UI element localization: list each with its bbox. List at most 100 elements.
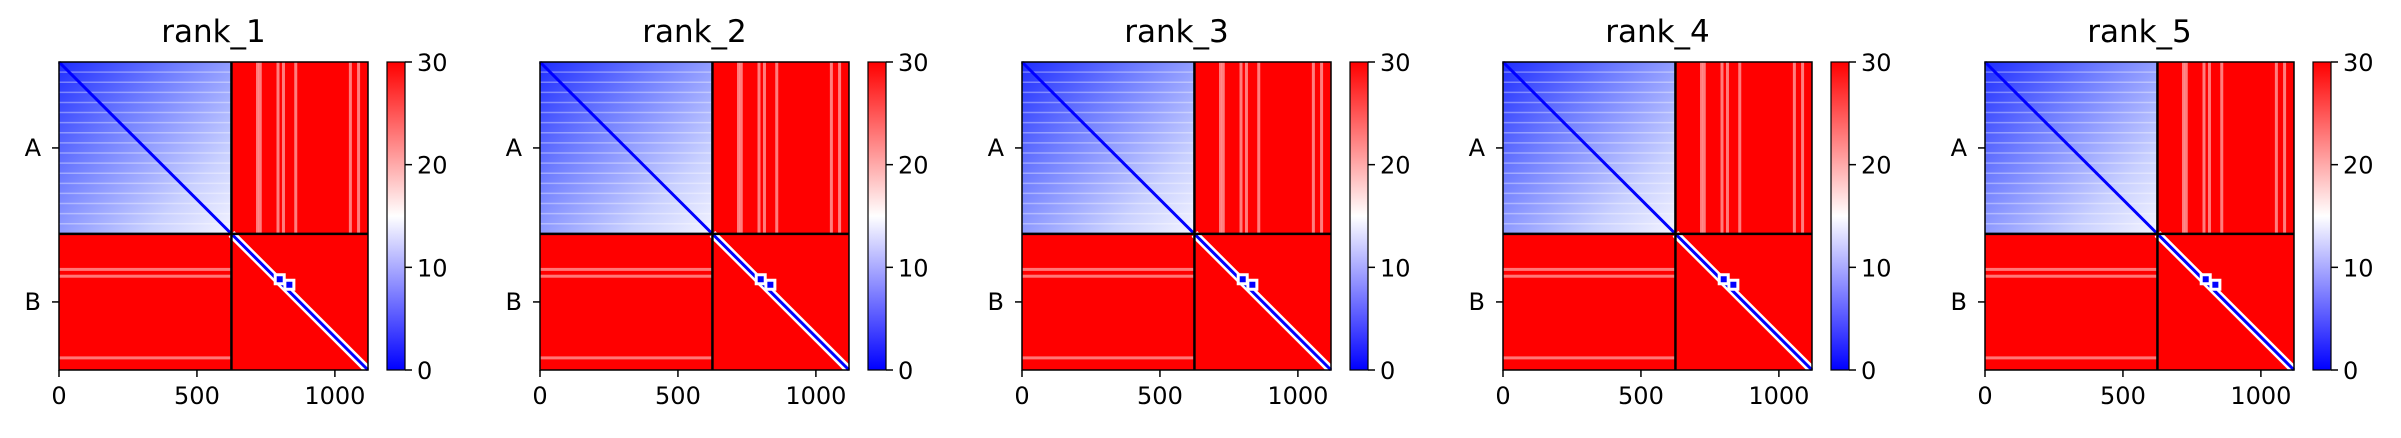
block-ba-streak — [59, 274, 232, 278]
block-ba-streak — [1985, 274, 2158, 278]
block-ab-streak — [1219, 62, 1223, 234]
panel-title: rank_2 — [642, 14, 747, 50]
plot-frame — [1502, 61, 1813, 371]
block-ab-streak — [1244, 62, 1248, 234]
block-ab-streak — [1320, 62, 1324, 234]
colorbar: 0 10 20 30 — [1349, 49, 1411, 385]
block-ab-streak — [357, 62, 361, 234]
colorbar-gradient — [2312, 61, 2332, 371]
colorbar-gradient — [867, 61, 887, 371]
diagonal-bb — [2156, 232, 2296, 372]
colorbar-tick-label: 20 — [417, 152, 448, 180]
y-tick-label: B — [1951, 288, 1967, 316]
x-tick-label: 500 — [1618, 382, 1664, 410]
y-tick-label: B — [1469, 288, 1485, 316]
colorbar: 0 10 20 30 — [2312, 49, 2374, 385]
diagonal-aa — [538, 60, 714, 235]
colorbar-tick-label: 10 — [898, 254, 929, 282]
colorbar-tick-label: 20 — [1380, 152, 1411, 180]
block-ab-streak — [1702, 62, 1706, 234]
colorbar-tick-label: 0 — [1861, 357, 1876, 385]
y-tick-label: B — [25, 288, 41, 316]
x-tick-label: 1000 — [785, 382, 846, 410]
colorbar-tick-label: 30 — [1861, 49, 1892, 77]
y-tick-label: A — [506, 134, 523, 162]
block-ab-streak — [294, 62, 298, 234]
block-ab-streak — [1725, 62, 1729, 234]
panel-title: rank_4 — [1605, 14, 1710, 50]
diagonal-bb — [711, 232, 851, 372]
diagonal-aa — [57, 60, 233, 235]
block-ab-streak — [838, 62, 842, 234]
colorbar-tick-label: 30 — [417, 49, 448, 77]
block-ab-streak — [2207, 62, 2211, 234]
x-tick-label: 1000 — [304, 382, 365, 410]
colorbar-tick-label: 10 — [2343, 254, 2374, 282]
block-ab-streak — [829, 62, 833, 234]
block-ba-streak — [1985, 267, 2158, 271]
block-ab-streak — [256, 62, 260, 234]
block-ab-streak — [1720, 62, 1724, 234]
y-tick-label: A — [25, 134, 42, 162]
x-tick-label: 1000 — [2230, 382, 2291, 410]
cluster-point — [1249, 281, 1256, 288]
colorbar-tick-label: 30 — [1380, 49, 1411, 77]
block-ba-streak — [1022, 267, 1195, 271]
colorbar: 0 10 20 30 — [386, 49, 448, 385]
diagonal-bb — [1674, 232, 1814, 372]
block-ab-streak — [757, 62, 761, 234]
block-ba-streak — [540, 267, 713, 271]
x-tick-label: 500 — [1137, 382, 1183, 410]
colorbar: 0 10 20 30 — [1830, 49, 1892, 385]
block-ab-streak — [739, 62, 743, 234]
block-ba-streak — [59, 356, 232, 360]
block-ab-streak — [737, 62, 741, 234]
diagonal-aa — [1020, 60, 1196, 235]
block-ba-streak — [1985, 356, 2158, 360]
block-ab-streak — [2220, 62, 2224, 234]
block-ab-streak — [1221, 62, 1225, 234]
block-ab-streak — [1801, 62, 1805, 234]
cluster-point — [2202, 276, 2209, 283]
panel-title: rank_3 — [1124, 14, 1229, 50]
colorbar-gradient — [386, 61, 406, 371]
block-ba-streak — [540, 356, 713, 360]
x-tick-label: 0 — [51, 382, 66, 410]
x-tick-label: 0 — [1014, 382, 1029, 410]
colorbar-tick-label: 20 — [1861, 152, 1892, 180]
block-ab-streak — [276, 62, 280, 234]
subplot-1: rank_1 0 500 1000 A B 0 10 20 30 — [25, 14, 448, 410]
colorbar-tick-label: 10 — [1380, 254, 1411, 282]
block-ab-streak — [775, 62, 779, 234]
block-ab-streak — [1700, 62, 1704, 234]
colorbar-gradient — [1349, 61, 1369, 371]
plot-frame — [1021, 61, 1332, 371]
cluster-point — [1720, 276, 1727, 283]
diagonal-aa — [1983, 60, 2159, 235]
subplot-5: rank_5 0 500 1000 A B 0 10 20 30 — [1951, 14, 2374, 410]
colorbar: 0 10 20 30 — [867, 49, 929, 385]
block-ab-streak — [1239, 62, 1243, 234]
block-ba-streak — [1022, 274, 1195, 278]
y-tick-label: A — [1469, 134, 1486, 162]
block-ab-streak — [2283, 62, 2287, 234]
plot-frame — [58, 61, 369, 371]
colorbar-tick-label: 20 — [2343, 152, 2374, 180]
block-ab-streak — [2274, 62, 2278, 234]
x-tick-label: 0 — [1495, 382, 1510, 410]
colorbar-gradient — [1830, 61, 1850, 371]
subplot-4: rank_4 0 500 1000 A B 0 10 20 30 — [1469, 14, 1892, 410]
x-tick-label: 0 — [1977, 382, 1992, 410]
x-tick-label: 500 — [2100, 382, 2146, 410]
block-ba-streak — [1022, 356, 1195, 360]
block-ba-streak — [540, 274, 713, 278]
block-ab-streak — [1792, 62, 1796, 234]
x-tick-label: 1000 — [1748, 382, 1809, 410]
cluster-point — [767, 281, 774, 288]
y-tick-label: A — [1951, 134, 1968, 162]
subplot-3: rank_3 0 500 1000 A B 0 10 20 30 — [988, 14, 1411, 410]
block-ba-streak — [1503, 356, 1676, 360]
block-ab-streak — [1311, 62, 1315, 234]
colorbar-tick-label: 10 — [417, 254, 448, 282]
